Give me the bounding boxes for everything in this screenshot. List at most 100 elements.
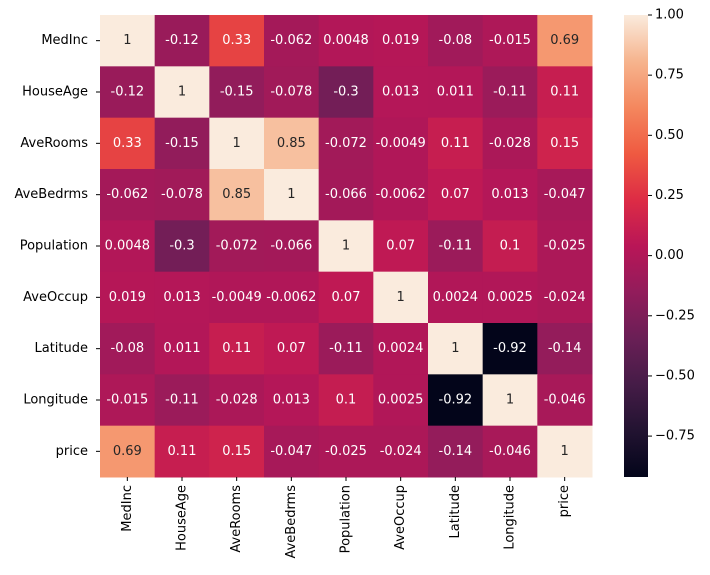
cell-label: -0.92 bbox=[439, 393, 473, 408]
cell bbox=[482, 323, 538, 375]
x-tick-label: price bbox=[557, 485, 572, 517]
cell-label: -0.024 bbox=[380, 444, 422, 459]
cell-label: -0.0062 bbox=[376, 187, 426, 202]
cell bbox=[264, 15, 320, 67]
cell-label: 0.0024 bbox=[433, 290, 479, 305]
cell bbox=[209, 220, 265, 273]
cell bbox=[100, 169, 156, 221]
cell-label: -0.08 bbox=[111, 341, 145, 356]
cell bbox=[318, 169, 374, 221]
cell-label: 0.1 bbox=[500, 239, 521, 254]
cell bbox=[154, 323, 210, 375]
y-tick-label: AveOccup bbox=[23, 290, 88, 305]
cell bbox=[373, 323, 429, 375]
cell bbox=[154, 15, 210, 67]
x-tick-label: Latitude bbox=[448, 485, 463, 539]
cell-label: -0.11 bbox=[165, 393, 199, 408]
colorbar-tick-label: 0.50 bbox=[655, 128, 684, 143]
cell bbox=[537, 374, 593, 427]
cell-label: 0.011 bbox=[437, 85, 474, 100]
cell bbox=[100, 425, 156, 478]
cell-label: -0.025 bbox=[325, 444, 367, 459]
cell-label: 1 bbox=[287, 187, 295, 202]
cell bbox=[428, 425, 484, 478]
y-tick-label: Longitude bbox=[23, 393, 88, 408]
cell bbox=[318, 271, 374, 324]
cell bbox=[209, 323, 265, 375]
cell bbox=[209, 374, 265, 427]
y-tick-label: AveBedrms bbox=[14, 187, 88, 202]
y-tick-label: price bbox=[56, 444, 88, 459]
cell bbox=[154, 425, 210, 478]
cell bbox=[373, 271, 429, 324]
cell-label: 1 bbox=[178, 85, 186, 100]
cell bbox=[100, 117, 156, 170]
cell bbox=[537, 117, 593, 170]
cell-label: 1 bbox=[506, 393, 514, 408]
colorbar-tick-label: 1.00 bbox=[655, 8, 684, 23]
cell-label: -0.12 bbox=[165, 33, 199, 48]
cell bbox=[100, 374, 156, 427]
cell-label: -0.0062 bbox=[266, 290, 316, 305]
cell bbox=[318, 220, 374, 273]
cell bbox=[428, 323, 484, 375]
x-tick-label: Longitude bbox=[503, 485, 518, 550]
cell-label: -0.066 bbox=[325, 187, 367, 202]
cell-label: 1 bbox=[397, 290, 405, 305]
cell-label: -0.047 bbox=[544, 187, 586, 202]
y-tick-label: AveRooms bbox=[20, 136, 88, 151]
cell bbox=[209, 15, 265, 67]
cell bbox=[264, 220, 320, 273]
cell-label: -0.0049 bbox=[212, 290, 262, 305]
cell-label: 0.11 bbox=[222, 341, 251, 356]
cell bbox=[154, 169, 210, 221]
cell-label: -0.12 bbox=[111, 85, 145, 100]
cell bbox=[264, 323, 320, 375]
cell bbox=[482, 271, 538, 324]
colorbar-tick-label: −0.50 bbox=[655, 368, 695, 383]
cell bbox=[264, 425, 320, 478]
colorbar-tick-label: 0.00 bbox=[655, 248, 684, 263]
colorbar bbox=[624, 15, 648, 477]
cell-label: 0.0048 bbox=[105, 239, 151, 254]
cell-label: 0.013 bbox=[382, 85, 419, 100]
colorbar-tick-label: −0.75 bbox=[655, 429, 695, 444]
cell-label: 0.013 bbox=[163, 290, 200, 305]
cell bbox=[537, 15, 593, 67]
cell bbox=[373, 117, 429, 170]
cell-label: -0.062 bbox=[106, 187, 148, 202]
cell bbox=[154, 374, 210, 427]
cell bbox=[373, 15, 429, 67]
cell bbox=[482, 66, 538, 119]
cell-label: 0.15 bbox=[222, 444, 251, 459]
cell-label: 0.11 bbox=[441, 136, 470, 151]
y-tick-label: MedInc bbox=[41, 33, 88, 48]
cell bbox=[209, 271, 265, 324]
cell bbox=[264, 271, 320, 324]
cell-label: 0.019 bbox=[382, 33, 419, 48]
cell bbox=[318, 117, 374, 170]
cell bbox=[482, 15, 538, 67]
cell-label: -0.072 bbox=[325, 136, 367, 151]
cell-label: 1 bbox=[451, 341, 459, 356]
x-tick-label: AveRooms bbox=[229, 485, 244, 553]
cell bbox=[209, 425, 265, 478]
cell-label: 0.69 bbox=[113, 444, 142, 459]
cell bbox=[428, 117, 484, 170]
cell-label: 0.15 bbox=[550, 136, 579, 151]
cell bbox=[482, 220, 538, 273]
cell bbox=[100, 15, 156, 67]
cell-label: -0.3 bbox=[169, 239, 194, 254]
cell bbox=[100, 66, 156, 119]
cell bbox=[100, 220, 156, 273]
cell-label: -0.046 bbox=[544, 393, 586, 408]
cell-label: 0.0048 bbox=[323, 33, 369, 48]
cell bbox=[264, 117, 320, 170]
cell-label: 0.11 bbox=[168, 444, 197, 459]
cell bbox=[482, 374, 538, 427]
cell bbox=[373, 169, 429, 221]
cell bbox=[373, 66, 429, 119]
cell-label: 0.07 bbox=[332, 290, 361, 305]
cell-label: 0.013 bbox=[273, 393, 310, 408]
